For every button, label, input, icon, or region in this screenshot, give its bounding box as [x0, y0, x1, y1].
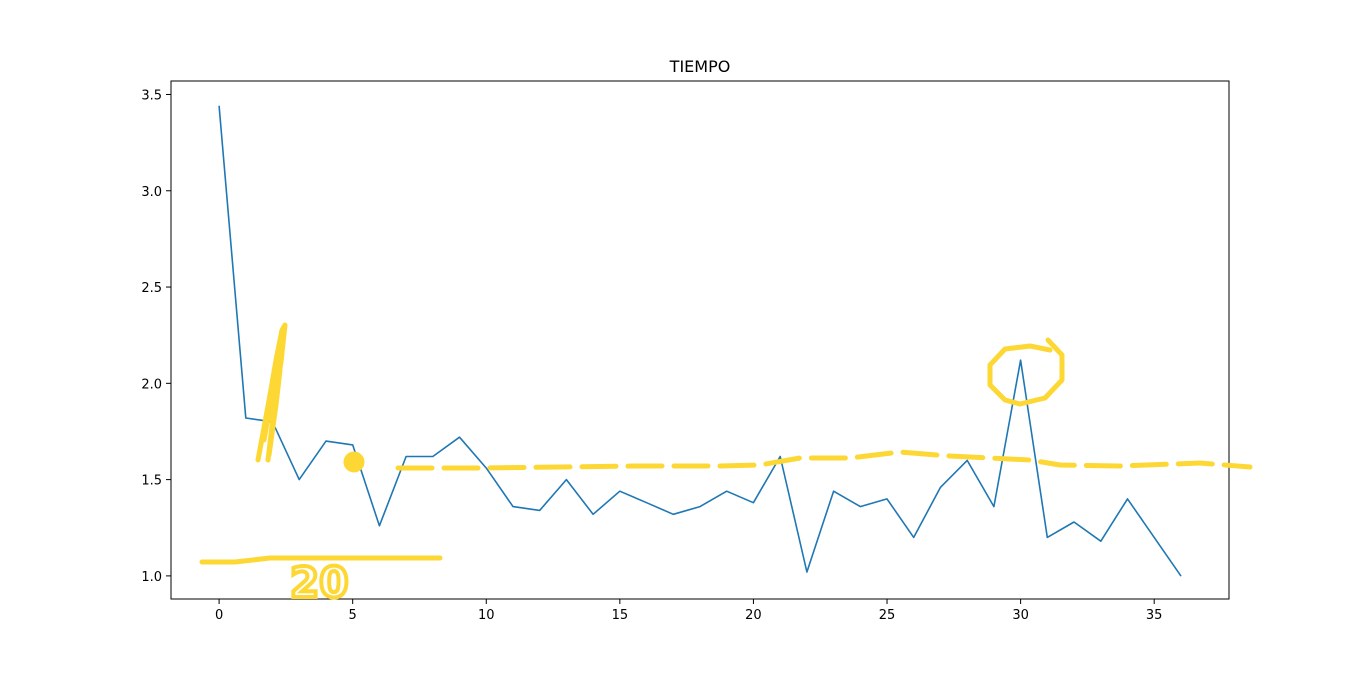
data-point	[378, 525, 380, 527]
x-tick-label: 5	[349, 608, 357, 623]
x-tick-label: 20	[745, 608, 762, 623]
plot-frame	[170, 80, 1230, 600]
data-point	[672, 513, 674, 515]
data-point	[752, 502, 754, 504]
data-point	[512, 506, 514, 508]
handwritten-annotations	[199, 322, 1253, 565]
data-point	[352, 444, 354, 446]
data-point	[1046, 536, 1048, 538]
scribble-mark	[255, 322, 288, 463]
data-point	[833, 490, 835, 492]
data-point	[592, 513, 594, 515]
x-tick-label: 10	[478, 608, 495, 623]
data-point	[886, 498, 888, 500]
data-point	[298, 479, 300, 481]
y-tick-label: 3.5	[141, 88, 162, 103]
y-tick-label: 3.0	[141, 185, 162, 200]
data-point	[218, 105, 220, 107]
underline-stroke	[199, 555, 443, 565]
handwritten-note: 20	[290, 558, 348, 607]
dot-mark	[343, 451, 365, 473]
data-point	[565, 479, 567, 481]
data-point	[806, 571, 808, 573]
series-layer	[218, 105, 1182, 577]
data-point	[1153, 536, 1155, 538]
data-point	[1100, 540, 1102, 542]
data-point	[245, 417, 247, 419]
data-point	[939, 486, 941, 488]
x-tick-label: 35	[1146, 608, 1163, 623]
data-point	[1020, 359, 1022, 361]
data-point	[993, 506, 995, 508]
data-point	[432, 456, 434, 458]
data-point	[646, 502, 648, 504]
data-point	[859, 506, 861, 508]
data-point	[726, 490, 728, 492]
data-point	[325, 440, 327, 442]
axis-ticks: 0 5 10 15 20 25 30 35 1.0 1.5 2.0 2.5 3.0 3.5	[141, 88, 1162, 623]
dashed-average-line	[395, 449, 1253, 471]
circle-around-peak	[987, 337, 1065, 407]
y-tick-label: 2.0	[141, 377, 162, 392]
x-tick-label: 30	[1012, 608, 1029, 623]
data-point	[966, 459, 968, 461]
data-point	[913, 536, 915, 538]
x-tick-label: 25	[879, 608, 896, 623]
data-point	[619, 490, 621, 492]
y-tick-label: 1.0	[141, 570, 162, 585]
y-tick-label: 2.5	[141, 281, 162, 296]
y-tick-label: 1.5	[141, 474, 162, 489]
x-tick-label: 0	[215, 608, 223, 623]
chart-title: TIEMPO	[669, 57, 731, 76]
data-point	[405, 456, 407, 458]
x-tick-label: 15	[612, 608, 629, 623]
series-line	[218, 105, 1182, 577]
data-point	[485, 467, 487, 469]
data-point	[1073, 521, 1075, 523]
data-point	[1180, 575, 1182, 577]
data-point	[459, 436, 461, 438]
data-point	[699, 506, 701, 508]
data-point	[1126, 498, 1128, 500]
data-point	[779, 456, 781, 458]
data-point	[539, 509, 541, 511]
